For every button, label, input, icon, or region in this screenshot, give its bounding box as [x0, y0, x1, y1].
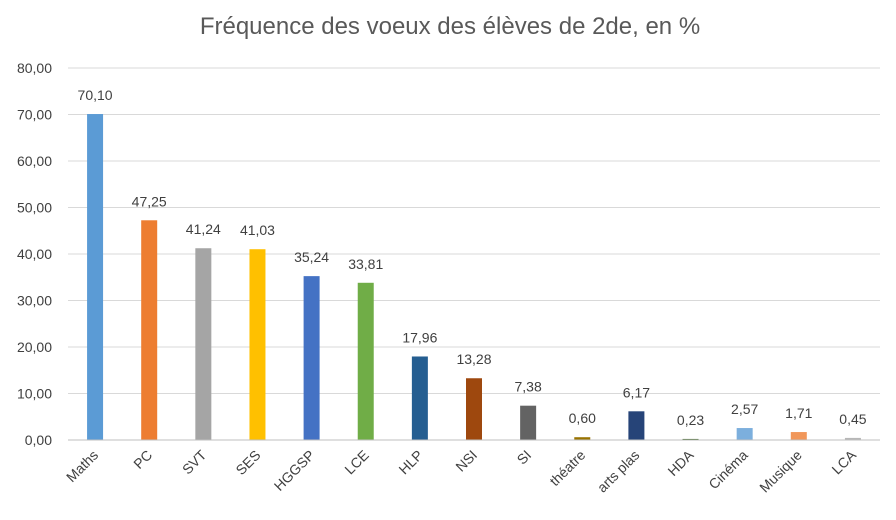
x-category-label: SI	[514, 447, 535, 468]
x-category-label: PC	[130, 447, 155, 472]
bar-10	[628, 411, 645, 440]
bars	[87, 114, 861, 440]
bar-5	[357, 282, 374, 440]
x-category-label: LCE	[341, 447, 372, 478]
bar-9	[574, 437, 591, 440]
data-label: 7,38	[515, 379, 542, 395]
x-category-label: théatre	[546, 447, 588, 489]
y-tick-label: 60,00	[17, 153, 52, 169]
x-category-label: LCA	[828, 446, 859, 477]
data-label: 2,57	[731, 401, 758, 417]
bar-4	[303, 276, 320, 440]
y-tick-label: 30,00	[17, 293, 52, 309]
data-label: 47,25	[132, 193, 167, 209]
x-category-label: NSI	[452, 447, 480, 475]
data-label: 1,71	[785, 405, 812, 421]
x-category-label: Maths	[63, 447, 101, 485]
bar-0	[87, 114, 104, 440]
x-category-label: SES	[232, 447, 263, 478]
data-label: 41,24	[186, 221, 221, 237]
x-axis-categories: Maths PC SVT SES HGGSP LCE HLP NSI SI théatre arts…	[63, 446, 860, 495]
data-label: 70,10	[78, 87, 113, 103]
chart-title: Fréquence des voeux des élèves de 2de, e…	[200, 13, 700, 40]
y-tick-label: 50,00	[17, 200, 52, 216]
bar-13	[790, 432, 807, 440]
data-label: 33,81	[348, 256, 383, 272]
data-label: 17,96	[402, 329, 437, 345]
y-tick-label: 70,00	[17, 107, 52, 123]
y-tick-label: 20,00	[17, 339, 52, 355]
bar-3	[249, 249, 266, 440]
bar-1	[141, 220, 158, 440]
bar-7	[466, 378, 482, 440]
y-tick-label: 40,00	[17, 246, 52, 262]
y-tick-label: 10,00	[17, 386, 52, 402]
y-tick-label: 80,00	[17, 60, 52, 76]
data-label: 0,60	[569, 410, 596, 426]
x-category-label: HGGSP	[271, 447, 318, 494]
x-category-label: HLP	[395, 447, 426, 478]
bar-14	[844, 437, 861, 440]
y-axis-ticks: 0,00 10,00 20,00 30,00 40,00 50,00 60,00 70,00 8…	[17, 60, 52, 448]
data-label: 41,03	[240, 222, 275, 238]
x-category-label: arts plas	[594, 447, 643, 496]
x-category-label: SVT	[179, 446, 210, 477]
x-category-label: Musique	[756, 447, 805, 496]
bar-8	[520, 405, 537, 440]
x-category-label: HDA	[664, 446, 697, 479]
x-category-label: Cinéma	[705, 447, 751, 493]
data-label: 13,28	[456, 351, 491, 367]
data-labels: 70,10 47,25 41,24 41,03 35,24 33,81 17,96 13,28…	[78, 87, 867, 428]
data-label: 0,45	[839, 411, 866, 427]
bar-6	[411, 356, 428, 440]
y-tick-label: 0,00	[25, 432, 52, 448]
data-label: 35,24	[294, 249, 329, 265]
bar-2	[195, 248, 212, 440]
data-label: 6,17	[623, 384, 650, 400]
bar-12	[736, 428, 753, 440]
data-label: 0,23	[677, 412, 704, 428]
bar-11	[682, 438, 699, 440]
